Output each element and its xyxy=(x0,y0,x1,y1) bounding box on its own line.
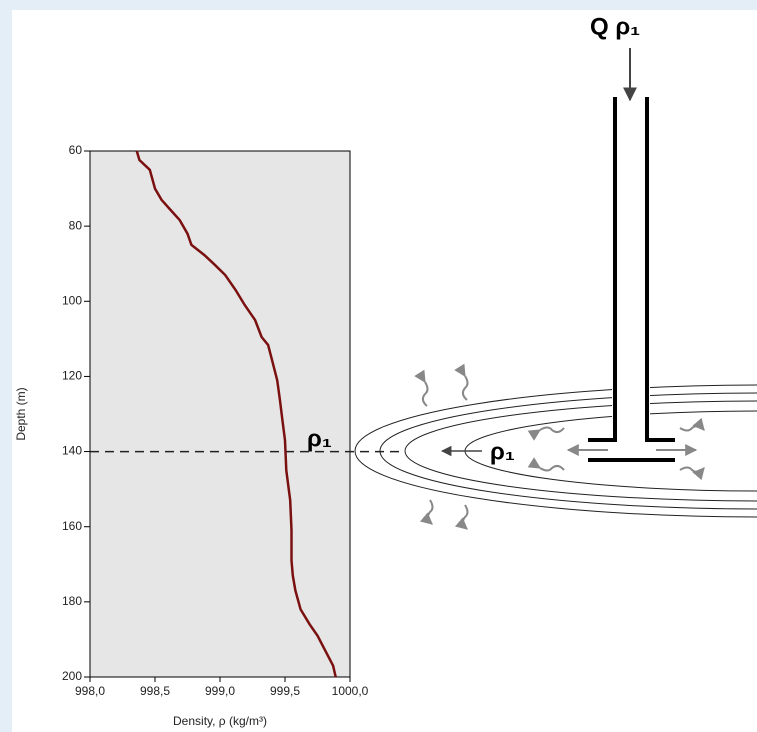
y-tick-label: 200 xyxy=(62,669,82,683)
density-profile xyxy=(135,150,337,678)
y-tick-label: 160 xyxy=(62,519,82,533)
x-tick-label: 999,0 xyxy=(205,684,235,698)
y-tick-label: 100 xyxy=(62,293,82,307)
y-tick-label: 140 xyxy=(62,444,82,458)
outflow-label: ρ₁ xyxy=(490,438,515,465)
pipe-fill xyxy=(612,90,650,440)
pipe xyxy=(588,97,675,462)
y-tick-label: 80 xyxy=(69,218,83,232)
plot-area xyxy=(89,150,351,678)
inflow-label: Q ρ₁ xyxy=(590,13,640,40)
y-tick-label: 180 xyxy=(62,594,82,608)
x-axis-label: Density, ρ (kg/m³) xyxy=(173,714,267,728)
y-tick-label: 60 xyxy=(69,143,83,157)
x-tick-label: 1000,0 xyxy=(332,684,369,698)
y-tick-label: 120 xyxy=(62,369,82,383)
profile-label: ρ₁ xyxy=(307,425,332,452)
y-axis-label: Depth (m) xyxy=(14,387,28,440)
x-tick-label: 999,5 xyxy=(270,684,300,698)
x-tick-label: 998,5 xyxy=(140,684,170,698)
x-tick-label: 998,0 xyxy=(75,684,105,698)
jet-arrows xyxy=(414,363,705,530)
